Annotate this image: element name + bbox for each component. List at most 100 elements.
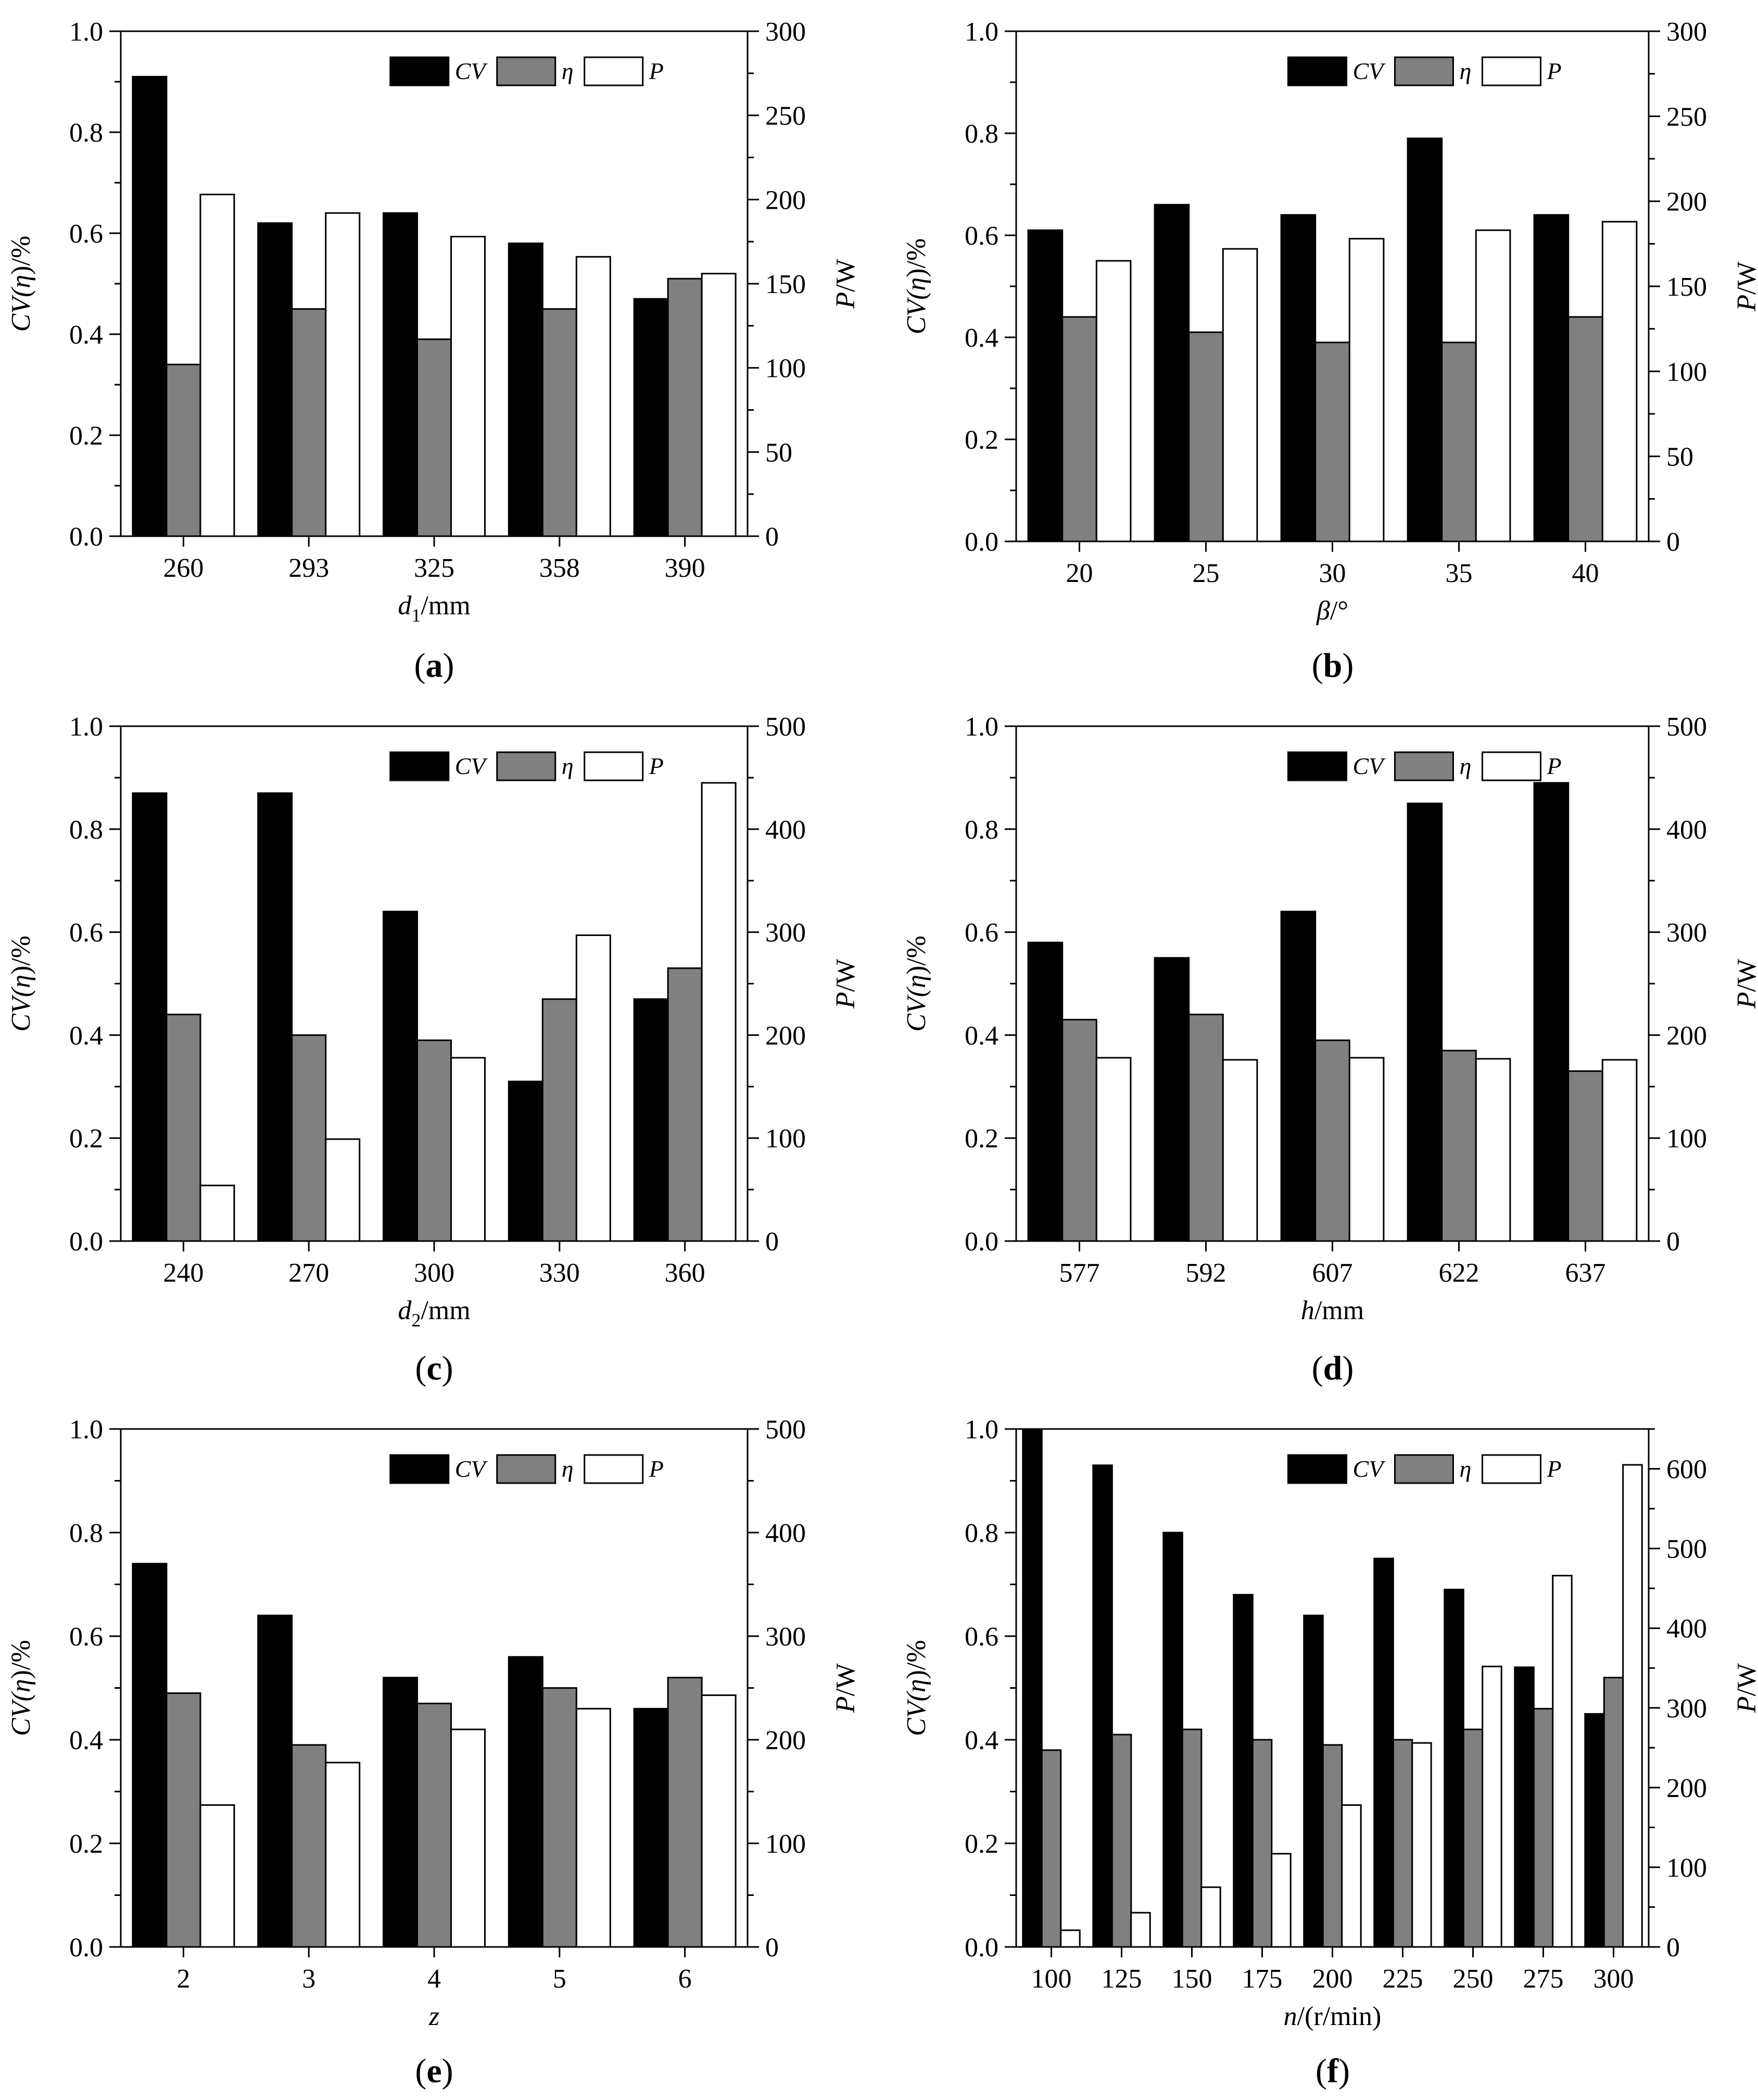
x-tick-label: 6 bbox=[678, 1964, 692, 1994]
bar-eta-358 bbox=[541, 308, 577, 537]
bar-eta-360 bbox=[667, 967, 703, 1242]
x-tick-label: 250 bbox=[1453, 1964, 1494, 1994]
legend-swatch-p bbox=[584, 751, 644, 781]
bar-eta-2 bbox=[166, 1692, 201, 1948]
bar-eta-330 bbox=[541, 998, 577, 1242]
bar-CV-30 bbox=[1280, 214, 1317, 542]
legend-label-p: P bbox=[1546, 753, 1561, 779]
legend-label-p: P bbox=[1546, 1456, 1561, 1482]
legend-swatch-cv bbox=[1287, 751, 1347, 781]
bar-P-20 bbox=[1095, 260, 1132, 542]
bar-CV-6 bbox=[633, 1707, 669, 1948]
x-tick-label: 30 bbox=[1319, 559, 1346, 588]
legend-swatch-p bbox=[1481, 1454, 1541, 1484]
y-left-tick-label: 0.0 bbox=[965, 1227, 998, 1257]
y-right-tick-label: 250 bbox=[1666, 102, 1707, 132]
legend-swatch-p bbox=[1481, 56, 1541, 86]
legend-label-cv: CV bbox=[455, 58, 488, 84]
y-right-tick-label: 400 bbox=[765, 815, 806, 845]
bar-P-300 bbox=[1622, 1464, 1643, 1948]
y-left-axis-title: CV(η)/% bbox=[902, 935, 931, 1032]
y-right-tick-label: 200 bbox=[765, 1021, 806, 1051]
y-right-axis-title: P/W bbox=[831, 1663, 861, 1713]
y-left-tick-label: 0.4 bbox=[965, 1726, 998, 1755]
x-tick-label: 390 bbox=[665, 553, 705, 583]
x-tick-label: 260 bbox=[163, 553, 204, 583]
bar-CV-4 bbox=[383, 1677, 418, 1948]
bar-CV-5 bbox=[508, 1656, 543, 1948]
bar-P-2 bbox=[199, 1804, 235, 1948]
legend-swatch-cv bbox=[389, 1454, 450, 1484]
bar-CV-25 bbox=[1154, 204, 1190, 542]
x-tick-label: 330 bbox=[539, 1258, 580, 1288]
bar-eta-270 bbox=[291, 1034, 327, 1242]
x-tick-label: 35 bbox=[1446, 559, 1473, 588]
bar-eta-260 bbox=[166, 363, 201, 537]
bar-CV-270 bbox=[257, 792, 293, 1242]
x-tick-label: 293 bbox=[288, 553, 329, 583]
legend-swatch-eta bbox=[496, 751, 557, 781]
y-right-tick-label: 250 bbox=[765, 102, 806, 131]
x-tick-label: 2 bbox=[176, 1964, 190, 1994]
y-left-axis-title: CV(η)/% bbox=[6, 935, 36, 1032]
bar-P-360 bbox=[701, 782, 737, 1242]
bar-CV-637 bbox=[1533, 782, 1570, 1242]
bar-eta-390 bbox=[667, 277, 703, 537]
x-tick-label: 325 bbox=[414, 553, 454, 583]
legend-label-cv: CV bbox=[455, 753, 488, 779]
x-tick-label: 100 bbox=[1031, 1964, 1072, 1994]
legend-swatch-cv bbox=[389, 56, 450, 86]
panel-label: (a) bbox=[414, 647, 454, 685]
bar-CV-20 bbox=[1027, 229, 1064, 542]
panel-label: (e) bbox=[415, 2052, 453, 2090]
bar-eta-300 bbox=[416, 1039, 452, 1242]
bar-CV-100 bbox=[1022, 1428, 1043, 1948]
y-right-tick-label: 0 bbox=[1666, 1227, 1680, 1257]
y-right-tick-label: 300 bbox=[765, 17, 806, 47]
bar-CV-240 bbox=[132, 792, 168, 1242]
y-left-tick-label: 0.2 bbox=[965, 1829, 998, 1859]
bar-eta-6 bbox=[667, 1677, 703, 1948]
x-tick-label: 225 bbox=[1383, 1964, 1423, 1994]
bar-CV-225 bbox=[1373, 1558, 1394, 1948]
y-right-tick-label: 0 bbox=[765, 1227, 779, 1257]
x-axis-title: β/° bbox=[1316, 596, 1348, 626]
x-axis-title: h/mm bbox=[1301, 1296, 1364, 1325]
y-right-tick-label: 200 bbox=[1666, 1774, 1707, 1803]
x-tick-label: 5 bbox=[553, 1964, 566, 1994]
legend-label-eta: η bbox=[562, 58, 574, 84]
x-tick-label: 607 bbox=[1312, 1258, 1353, 1288]
bar-CV-40 bbox=[1533, 214, 1570, 542]
y-right-tick-label: 0 bbox=[765, 522, 779, 552]
y-left-tick-label: 0.0 bbox=[69, 522, 103, 552]
bar-CV-35 bbox=[1407, 137, 1443, 542]
bar-P-607 bbox=[1348, 1057, 1385, 1242]
y-left-tick-label: 1.0 bbox=[69, 1415, 103, 1445]
x-tick-label: 25 bbox=[1193, 559, 1220, 588]
bar-CV-300 bbox=[1584, 1713, 1605, 1948]
legend-swatch-cv bbox=[389, 751, 450, 781]
y-left-tick-label: 0.0 bbox=[965, 527, 998, 557]
legend-swatch-eta bbox=[1394, 1454, 1454, 1484]
panel-label: (c) bbox=[415, 1349, 453, 1387]
y-left-axis-title: CV(η)/% bbox=[6, 236, 36, 332]
y-right-tick-label: 300 bbox=[765, 918, 806, 948]
x-tick-label: 577 bbox=[1059, 1258, 1100, 1288]
y-left-tick-label: 0.2 bbox=[965, 425, 998, 455]
legend-label-p: P bbox=[1546, 58, 1561, 84]
y-right-tick-label: 300 bbox=[1666, 918, 1707, 948]
bar-CV-3 bbox=[257, 1614, 293, 1948]
x-tick-label: 360 bbox=[665, 1258, 705, 1288]
bar-P-592 bbox=[1222, 1059, 1258, 1242]
y-left-tick-label: 0.4 bbox=[965, 323, 998, 353]
chart-panel-e: 0.0 0.2 0.4 0.6 0.8 1.0 0 100 200 300 400 500 2 3 4 5 6 z… bbox=[6, 1415, 861, 2090]
y-left-tick-label: 1.0 bbox=[69, 17, 103, 47]
bar-P-35 bbox=[1475, 229, 1511, 542]
legend-swatch-eta bbox=[496, 1454, 557, 1484]
legend-label-cv: CV bbox=[1352, 58, 1386, 84]
y-right-axis-title: P/W bbox=[831, 259, 861, 309]
bar-eta-150 bbox=[1181, 1728, 1203, 1948]
bar-P-622 bbox=[1475, 1058, 1511, 1242]
y-right-tick-label: 50 bbox=[765, 438, 792, 467]
